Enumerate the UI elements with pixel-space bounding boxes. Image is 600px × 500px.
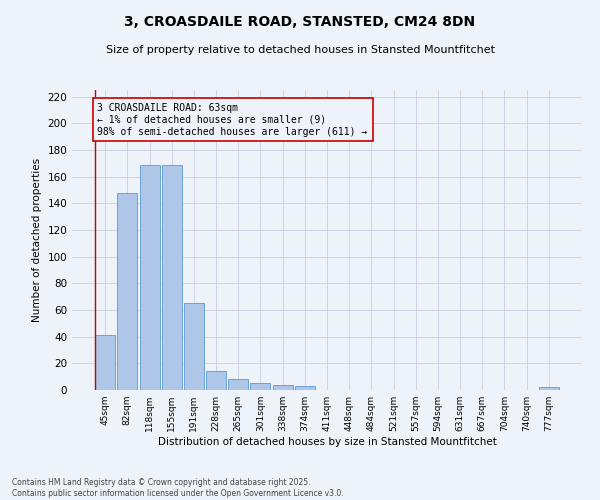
Bar <box>539 388 559 390</box>
Bar <box>162 164 182 390</box>
Bar <box>95 336 115 390</box>
Text: 3, CROASDAILE ROAD, STANSTED, CM24 8DN: 3, CROASDAILE ROAD, STANSTED, CM24 8DN <box>124 15 476 29</box>
Text: Contains HM Land Registry data © Crown copyright and database right 2025.
Contai: Contains HM Land Registry data © Crown c… <box>12 478 344 498</box>
Bar <box>228 380 248 390</box>
Bar <box>184 304 204 390</box>
Y-axis label: Number of detached properties: Number of detached properties <box>32 158 42 322</box>
Bar <box>140 164 160 390</box>
Bar <box>295 386 315 390</box>
Bar <box>272 384 293 390</box>
X-axis label: Distribution of detached houses by size in Stansted Mountfitchet: Distribution of detached houses by size … <box>158 437 496 447</box>
Bar <box>250 384 271 390</box>
Text: 3 CROASDAILE ROAD: 63sqm
← 1% of detached houses are smaller (9)
98% of semi-det: 3 CROASDAILE ROAD: 63sqm ← 1% of detache… <box>97 104 368 136</box>
Bar <box>118 192 137 390</box>
Text: Size of property relative to detached houses in Stansted Mountfitchet: Size of property relative to detached ho… <box>106 45 494 55</box>
Bar <box>206 372 226 390</box>
